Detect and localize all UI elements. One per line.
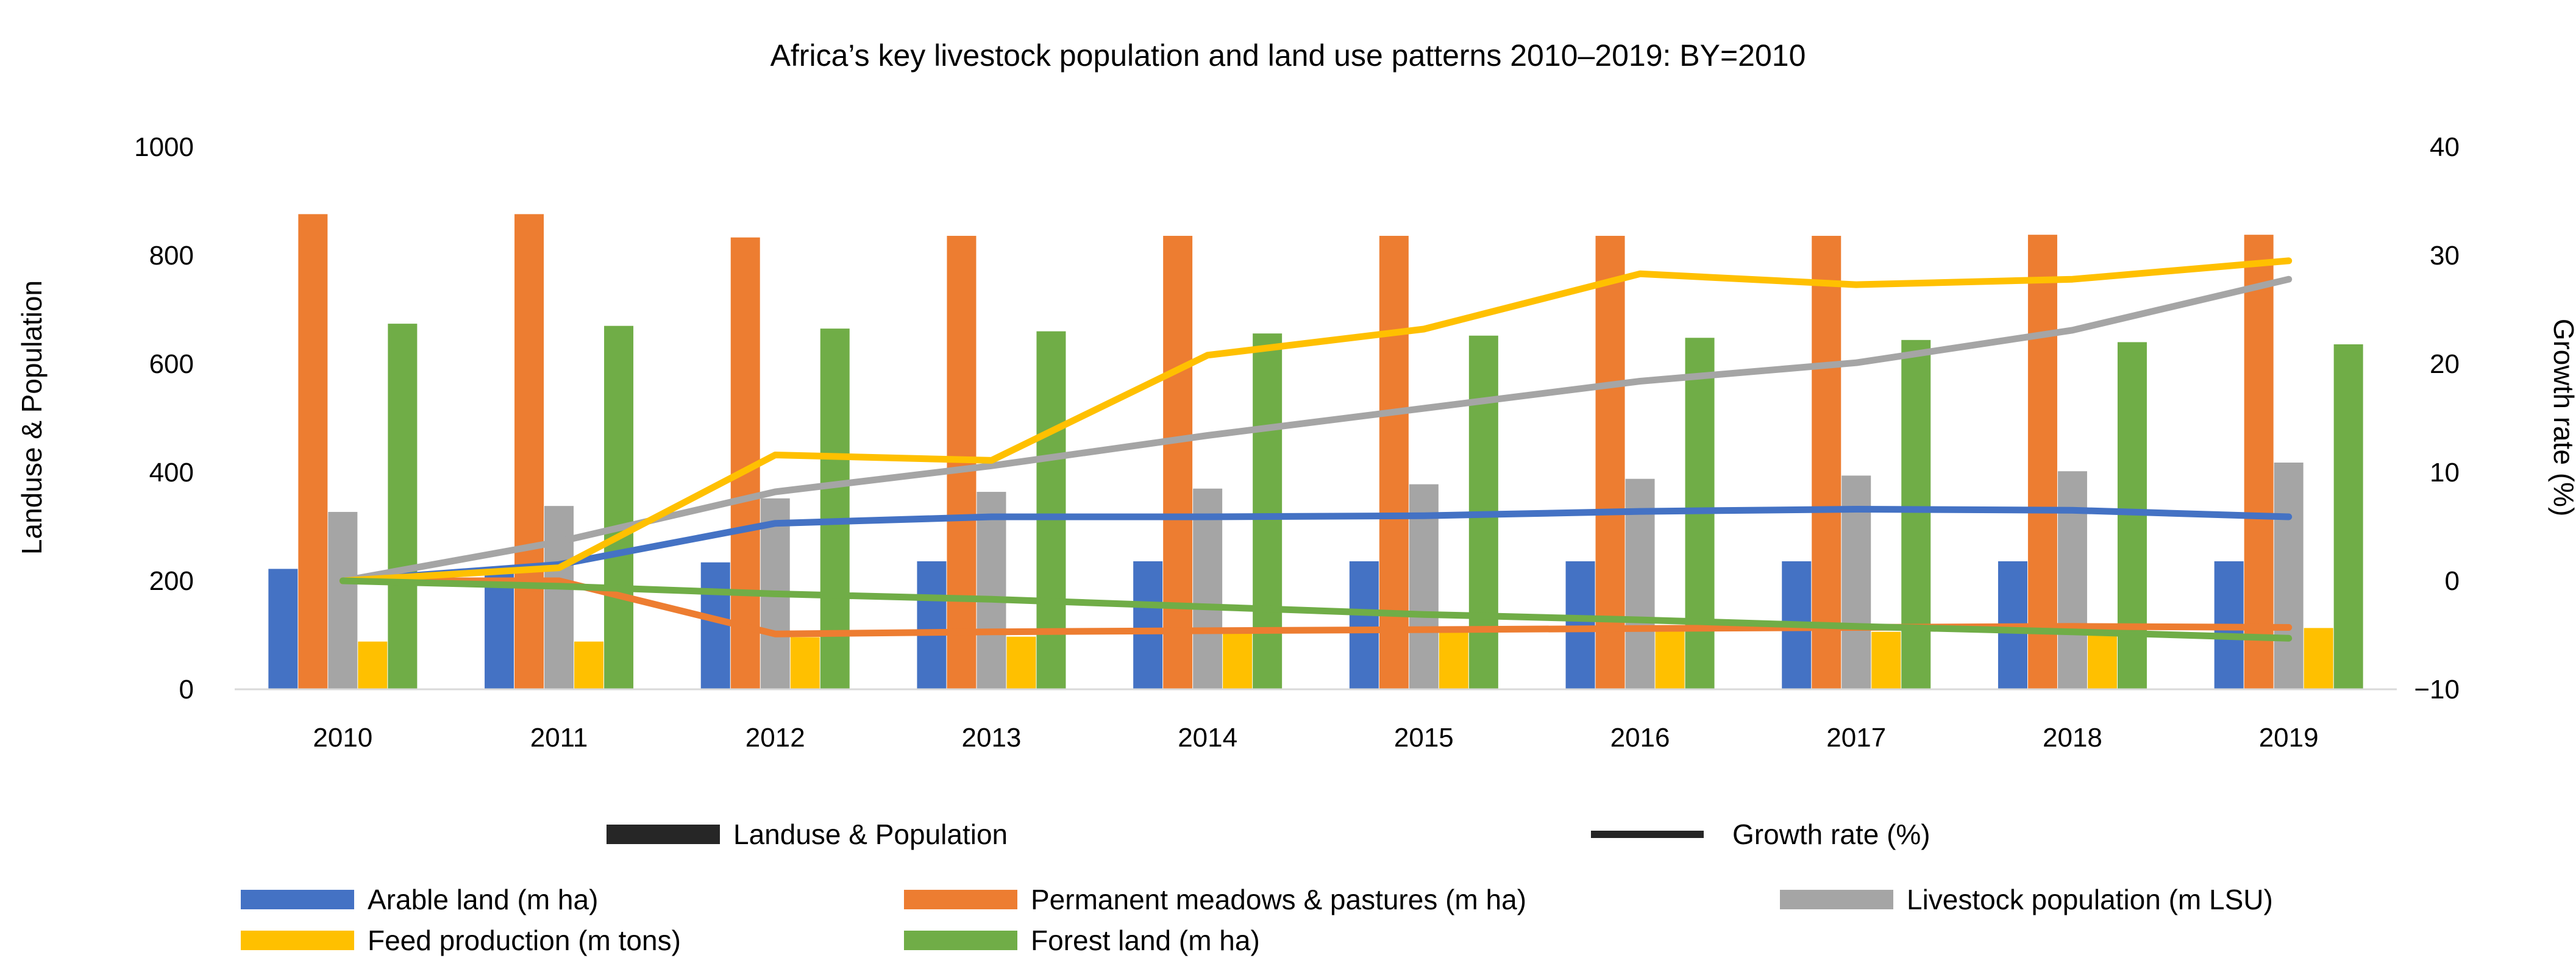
y-tick-label: 0: [179, 675, 194, 705]
x-tick-label: 2010: [313, 723, 372, 753]
series-line: [339, 257, 2293, 584]
bar: [2057, 471, 2087, 689]
x-tick-label: 2016: [1610, 723, 1670, 753]
y2-tick-label: 0: [2445, 566, 2460, 596]
bar: [1163, 235, 1193, 690]
bar: [2333, 344, 2363, 689]
bar: [1812, 235, 1841, 690]
x-tick-label: 2011: [530, 723, 588, 753]
x-tick-label: 2013: [962, 723, 1022, 753]
bar: [328, 511, 358, 689]
bar: [1901, 339, 1931, 689]
y2-tick-label: 10: [2430, 458, 2460, 488]
bar: [2087, 630, 2117, 689]
y-tick-label: 1000: [134, 132, 194, 162]
bar: [2274, 462, 2304, 689]
x-axis-ticks: 2010 2011 2012 2013 2014 2015 2016 2017 2018 2019: [313, 723, 2318, 753]
legend: Landuse & Population Growth rate (%) Ara…: [241, 818, 2273, 956]
series-line: [339, 275, 2293, 584]
legend-group-bars-label: Landuse & Population: [733, 818, 1008, 850]
y2-axis-ticks: −10 0 10 20 30 40: [2414, 132, 2460, 705]
bar: [700, 562, 730, 689]
bar: [917, 561, 947, 689]
bar: [1223, 631, 1253, 689]
bar: [604, 325, 634, 689]
series-line: [339, 577, 2293, 642]
bar: [1349, 561, 1379, 689]
bar: [790, 637, 820, 689]
legend-label: Feed production (m tons): [368, 925, 681, 956]
growth-lines: [339, 257, 2293, 642]
legend-swatch: [904, 931, 1017, 950]
legend-label: Forest land (m ha): [1031, 925, 1260, 956]
bar: [358, 641, 388, 689]
y2-axis-title: Growth rate (%): [2548, 319, 2576, 517]
bar: [1871, 631, 1901, 689]
x-tick-label: 2014: [1178, 723, 1237, 753]
series-line: [339, 506, 2293, 584]
legend-swatch: [241, 931, 354, 950]
legend-swatch: [904, 890, 1017, 909]
bar: [1006, 636, 1036, 689]
y-axis-title: Landuse & Population: [16, 280, 48, 555]
legend-swatch: [1780, 890, 1893, 909]
y2-tick-label: 20: [2430, 349, 2460, 379]
legend-swatch: [241, 890, 354, 909]
bar: [298, 214, 328, 689]
x-tick-label: 2017: [1826, 723, 1886, 753]
legend-key-landuse-population: [607, 825, 720, 844]
bar: [1655, 630, 1685, 689]
y-tick-label: 600: [149, 349, 194, 379]
bar: [574, 641, 604, 689]
legend-label: Arable land (m ha): [368, 884, 598, 915]
y-tick-label: 400: [149, 458, 194, 488]
y2-tick-label: 30: [2430, 241, 2460, 271]
bar: [977, 492, 1006, 689]
legend-label: Livestock population (m LSU): [1907, 884, 2273, 915]
bar: [268, 569, 298, 689]
x-tick-label: 2019: [2259, 723, 2319, 753]
bars: [268, 214, 2363, 690]
bar: [388, 324, 418, 689]
bar: [2027, 235, 2057, 689]
x-tick-label: 2015: [1394, 723, 1454, 753]
bar: [1253, 333, 1283, 689]
bar: [2244, 235, 2274, 689]
y-tick-label: 200: [149, 566, 194, 596]
bar: [1595, 235, 1625, 690]
bar: [514, 214, 544, 689]
y-tick-label: 800: [149, 241, 194, 271]
bar: [2304, 628, 2333, 689]
bar: [1133, 561, 1163, 689]
y2-tick-label: −10: [2414, 675, 2460, 705]
legend-group-lines-label: Growth rate (%): [1732, 818, 1930, 850]
legend-label: Permanent meadows & pastures (m ha): [1031, 884, 1526, 915]
y-axis-ticks: 0 200 400 600 800 1000: [134, 132, 194, 705]
x-tick-label: 2018: [2043, 723, 2102, 753]
bar: [1036, 331, 1066, 689]
bar: [820, 328, 850, 689]
bar: [1193, 488, 1223, 689]
bar: [1565, 561, 1595, 689]
bar: [544, 506, 574, 689]
y2-tick-label: 40: [2430, 132, 2460, 162]
bar: [1379, 235, 1409, 690]
chart-title: Africa’s key livestock population and la…: [770, 38, 1806, 73]
bar: [1439, 631, 1468, 689]
x-tick-label: 2012: [745, 723, 805, 753]
